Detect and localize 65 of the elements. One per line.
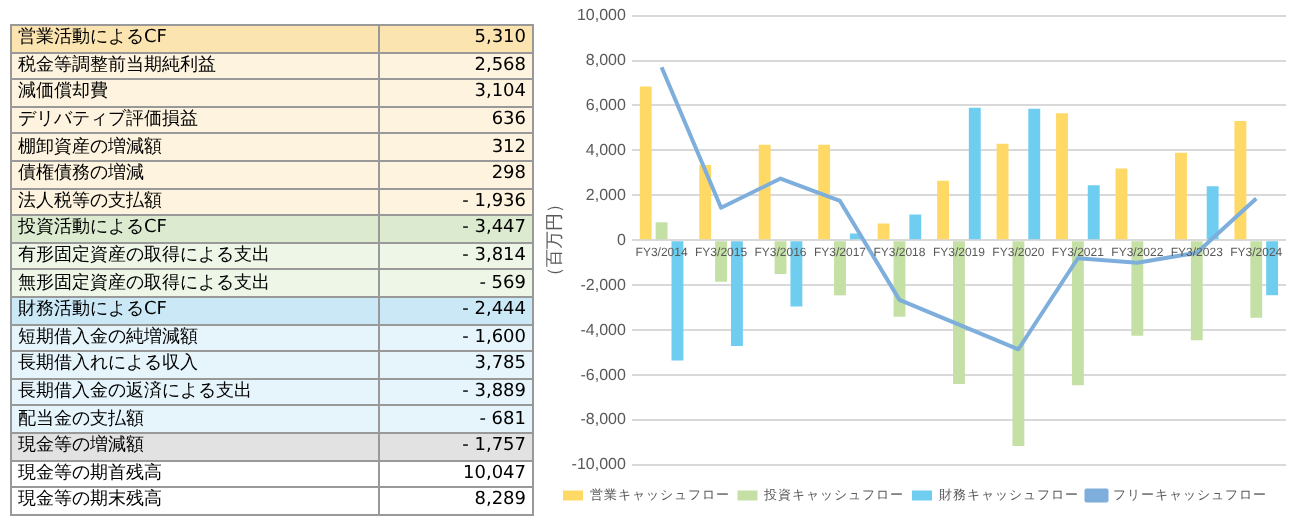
category-label: 営業活動によるCF — [11, 25, 379, 53]
text: - 1,757 — [462, 436, 526, 457]
category-label: デリバティブ評価損益 — [11, 106, 379, 134]
y-tick-label: 4,000 — [585, 140, 627, 159]
y-tick-label: 0 — [616, 230, 627, 249]
y-tick-label: 10,000 — [576, 6, 627, 25]
bar — [996, 143, 1009, 240]
bar — [1234, 120, 1247, 240]
text: 312 — [491, 137, 526, 158]
y-axis-title: （百万円） — [543, 195, 564, 286]
category-label: 現金等の期末残高 — [11, 487, 379, 515]
text: - 1,936 — [462, 191, 526, 212]
bar — [1206, 186, 1219, 240]
y-tick-label: -4,000 — [580, 320, 627, 339]
bar — [639, 86, 652, 240]
bar — [818, 144, 831, 240]
y-tick-label: -8,000 — [580, 410, 627, 429]
category-label: 投資活動によるCF — [11, 215, 379, 243]
category-label: 財務活動によるCF — [11, 296, 379, 325]
category-label: 債権債務の増減 — [11, 160, 379, 189]
y-tick-label: 8,000 — [585, 50, 627, 69]
bar — [1174, 152, 1187, 240]
category-label: 現金等の増減額 — [11, 432, 379, 460]
text: 10,047 — [463, 463, 526, 484]
text: - 2,444 — [462, 300, 526, 321]
y-tick-label: -2,000 — [580, 275, 627, 294]
category-label: 短期借入金の純増減額 — [11, 324, 379, 352]
bar — [877, 223, 890, 240]
text: - 569 — [479, 273, 526, 294]
bar — [699, 165, 712, 240]
text: 636 — [491, 110, 526, 131]
text: 298 — [491, 164, 526, 185]
y-tick-label: 2,000 — [585, 185, 627, 204]
text: - 1,600 — [462, 327, 526, 348]
y-tick-label: -6,000 — [580, 365, 627, 384]
category-label: 配当金の支払額 — [11, 405, 379, 433]
text: - 3,447 — [462, 218, 526, 239]
bar — [1115, 168, 1128, 240]
y-tick-label: 6,000 — [585, 95, 627, 114]
text: 8,289 — [474, 490, 526, 511]
category-label: 有形固定資産の取得による支出 — [11, 242, 379, 270]
bar — [758, 144, 771, 240]
text: 5,310 — [474, 28, 526, 49]
category-label: 長期借入れによる収入 — [11, 351, 379, 379]
category-label: 法人税等の支払額 — [11, 188, 379, 216]
bar — [1028, 108, 1041, 240]
category-label: 無形固定資産の取得による支出 — [11, 269, 379, 297]
category-label: 税金等調整前当期純利益 — [11, 52, 379, 80]
category-label: 減価償却費 — [11, 79, 379, 107]
bar — [909, 214, 922, 240]
bar — [655, 222, 668, 240]
bar — [968, 107, 981, 240]
bar — [1087, 185, 1100, 240]
text: - 3,889 — [462, 382, 526, 403]
text: 3,785 — [474, 354, 526, 375]
y-tick-label: -10,000 — [571, 455, 627, 474]
category-label: 棚卸資産の増減額 — [11, 133, 379, 161]
bar — [1056, 113, 1068, 240]
text: - 3,814 — [462, 246, 526, 267]
text: 3,104 — [474, 82, 526, 103]
text: 2,568 — [474, 55, 526, 76]
text: - 681 — [479, 409, 526, 430]
category-label: 現金等の期首残高 — [11, 460, 379, 488]
category-label: 長期借入金の返済による支出 — [11, 378, 379, 406]
bar — [937, 180, 950, 240]
